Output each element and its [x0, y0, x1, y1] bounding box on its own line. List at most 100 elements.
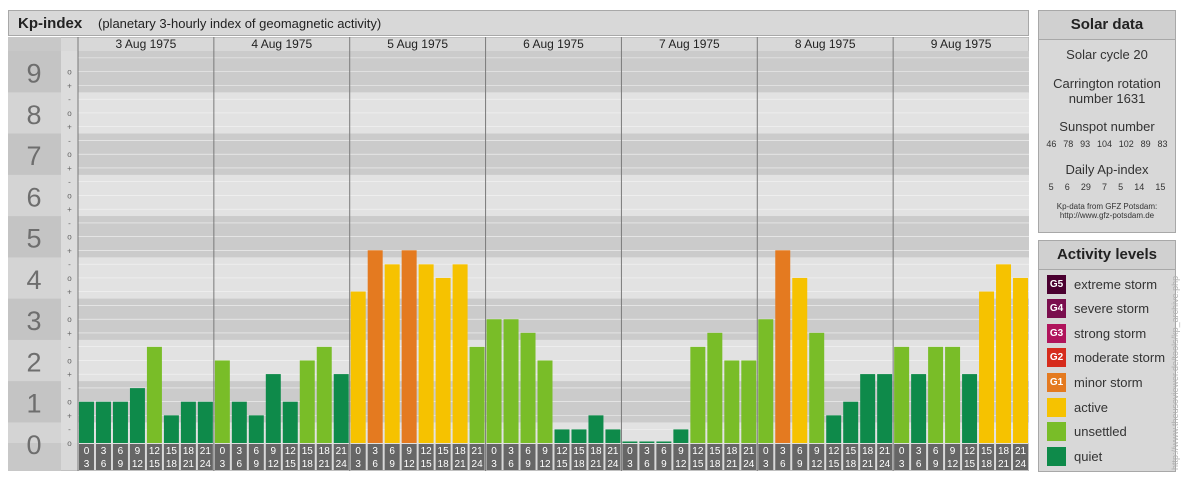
hour-box [282, 444, 298, 470]
legend-item: G5 extreme storm [1047, 274, 1157, 294]
kp-bar [163, 415, 179, 443]
hour-box [792, 444, 808, 470]
kp-bar [418, 264, 434, 443]
y-tick-label: 2 [26, 347, 41, 377]
y-minor-tick-label: + [67, 246, 72, 255]
hour-start-label: 15 [845, 446, 857, 457]
hour-box [673, 444, 689, 470]
hour-box [605, 444, 621, 470]
axis-band [8, 339, 61, 382]
hour-end-label: 15 [692, 459, 704, 470]
hour-box [180, 444, 196, 470]
hour-end-label: 15 [421, 459, 433, 470]
ap-value: 15 [1155, 182, 1166, 192]
legend-item: unsettled [1047, 422, 1127, 442]
hour-end-label: 18 [573, 459, 585, 470]
kp-bar [792, 277, 808, 443]
hour-end-label: 6 [101, 459, 107, 470]
hour-box [316, 444, 332, 470]
hour-start-label: 0 [899, 446, 905, 457]
kp-bar [265, 374, 281, 443]
kp-bar [503, 319, 519, 443]
y-minor-tick-label: o [67, 439, 72, 448]
hour-end-label: 3 [220, 459, 226, 470]
y-minor-tick-label: - [68, 260, 71, 269]
hour-start-label: 15 [573, 446, 585, 457]
hour-start-label: 12 [692, 446, 704, 457]
hour-box [826, 444, 842, 470]
hour-end-label: 18 [302, 459, 314, 470]
source-link[interactable]: http://www.gfz-potsdam.de [1059, 211, 1155, 220]
hour-box [520, 444, 536, 470]
y-tick-label: 0 [26, 430, 41, 460]
legend-swatch: G1 [1047, 372, 1066, 392]
hour-box [435, 444, 451, 470]
hour-box [758, 444, 774, 470]
hour-end-label: 9 [118, 459, 124, 470]
kp-bar [231, 401, 247, 443]
hour-start-label: 15 [981, 446, 993, 457]
hour-end-label: 3 [899, 459, 905, 470]
legend-label: extreme storm [1074, 276, 1158, 292]
minor-label-column [61, 51, 78, 443]
ap-value: 5 [1048, 182, 1054, 192]
hour-box [588, 444, 604, 470]
hour-box [1013, 444, 1028, 470]
hour-box [571, 444, 587, 470]
legend-label: unsettled [1074, 424, 1127, 440]
kp-bar [299, 360, 315, 443]
hour-start-label: 3 [916, 446, 922, 457]
hour-start-label: 18 [590, 446, 602, 457]
hour-end-label: 24 [200, 459, 212, 470]
legend-label: severe storm [1074, 301, 1150, 317]
hour-start-label: 6 [254, 446, 260, 457]
kp-bar [282, 401, 298, 443]
hour-box [79, 444, 94, 470]
hour-start-label: 18 [455, 446, 467, 457]
hour-end-label: 15 [828, 459, 840, 470]
hour-box [231, 444, 247, 470]
solar-cycle: Solar cycle 20 [1066, 47, 1148, 62]
y-minor-tick-label: + [67, 411, 72, 420]
hour-box [962, 444, 978, 470]
hour-box [384, 444, 400, 470]
hour-end-label: 12 [947, 459, 959, 470]
legend-label: strong storm [1074, 325, 1147, 341]
hour-end-label: 6 [916, 459, 922, 470]
y-minor-tick-label: + [67, 123, 72, 132]
ap-value: 7 [1101, 182, 1107, 192]
hour-start-label: 3 [508, 446, 514, 457]
legend-swatch: G5 [1047, 274, 1066, 294]
hour-end-label: 6 [372, 459, 378, 470]
hour-end-label: 18 [709, 459, 721, 470]
kp-bar [520, 332, 536, 443]
hour-box [537, 444, 553, 470]
y-tick-label: 6 [26, 182, 41, 212]
kp-bar [95, 401, 111, 443]
hour-end-label: 24 [472, 459, 484, 470]
hour-box [979, 444, 995, 470]
hour-end-label: 9 [661, 459, 667, 470]
kp-bar [452, 264, 468, 443]
kp-bar [554, 429, 570, 443]
hour-box [112, 444, 128, 470]
hour-end-label: 15 [964, 459, 976, 470]
hour-start-label: 6 [797, 446, 803, 457]
hour-start-label: 21 [472, 446, 484, 457]
hour-end-label: 12 [811, 459, 823, 470]
hour-start-label: 0 [355, 446, 361, 457]
ap-values: 5 6 29 7 5 14 15 [1039, 182, 1175, 192]
hour-start-label: 0 [491, 446, 497, 457]
hour-box [197, 444, 213, 470]
kp-bar [945, 346, 961, 443]
hour-start-label: 21 [200, 446, 212, 457]
hour-box [452, 444, 468, 470]
hour-box [333, 444, 349, 470]
hour-end-label: 3 [763, 459, 769, 470]
hour-start-label: 6 [525, 446, 531, 457]
axis-band [8, 216, 61, 258]
hour-box [95, 444, 111, 470]
hour-box [809, 444, 825, 470]
kp-bar [588, 415, 604, 443]
sunspot-value: 46 [1046, 139, 1057, 149]
